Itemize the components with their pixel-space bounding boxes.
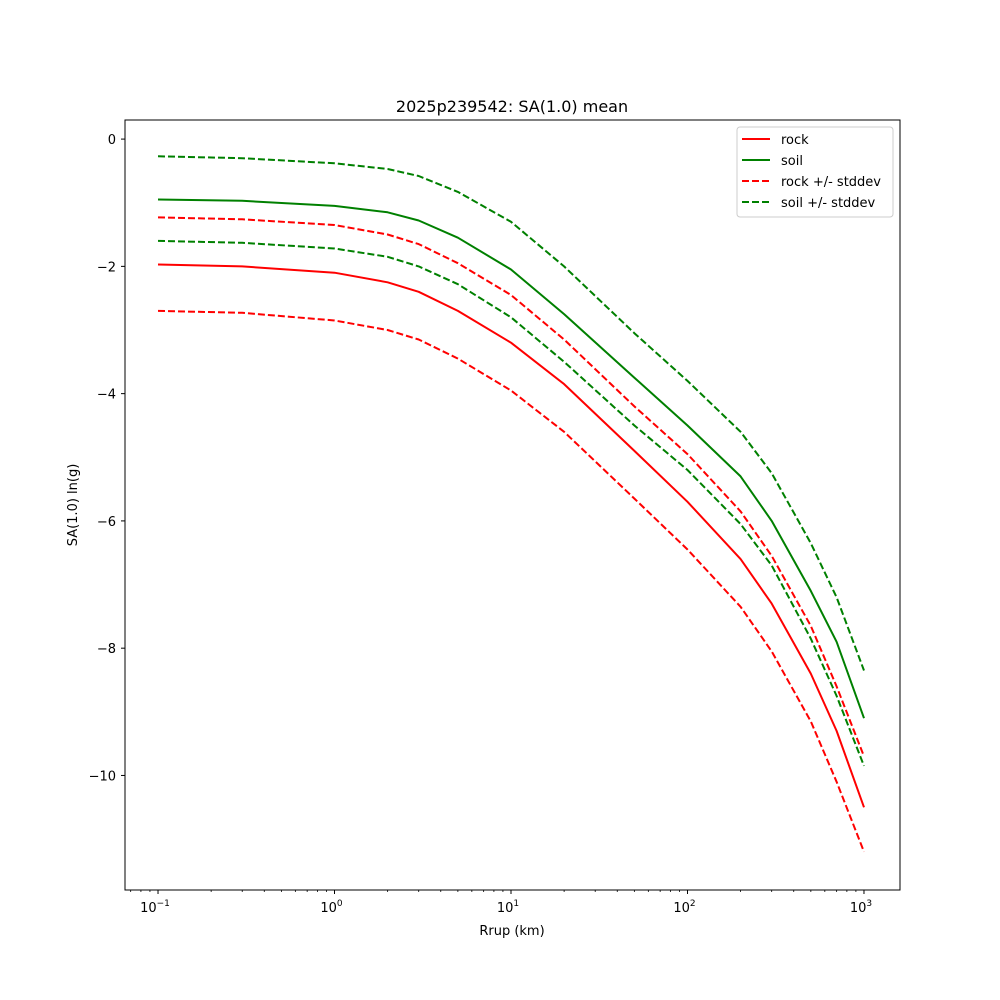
y-tick-label: −6 [97, 515, 116, 530]
x-tick-label: 101 [497, 899, 519, 916]
y-axis-ticks: 0 −2 −4 −6 −8 −10 [89, 133, 125, 784]
x-tick-label: 102 [673, 899, 695, 916]
legend-label: soil +/- stddev [781, 196, 876, 211]
legend-label: rock [781, 133, 809, 148]
y-tick-label: −4 [97, 388, 116, 403]
legend-label: rock +/- stddev [781, 175, 881, 190]
legend-label: soil [781, 154, 803, 169]
x-tick-label: 100 [320, 899, 343, 916]
legend-box [736, 126, 894, 218]
series-line-2 [157, 216, 865, 757]
series-layer [157, 155, 865, 853]
chart-title: 2025p239542: SA(1.0) mean [396, 97, 628, 116]
series-line-3 [157, 309, 865, 853]
series-line-5 [157, 239, 865, 767]
x-axis-ticks: 10−1 100 101 102 103 [130, 890, 872, 916]
series-line-1 [157, 198, 865, 719]
series-line-0 [157, 263, 865, 808]
x-tick-label: 103 [850, 899, 872, 916]
x-tick-label: 10−1 [140, 899, 170, 916]
x-axis-label: Rrup (km) [479, 924, 544, 939]
y-tick-label: −10 [89, 769, 116, 784]
plot-frame [124, 119, 901, 891]
series-line-4 [157, 155, 865, 671]
y-tick-label: 0 [108, 133, 116, 148]
y-axis-label: SA(1.0) ln(g) [66, 464, 81, 547]
y-tick-label: −8 [97, 642, 116, 657]
y-tick-label: −2 [97, 260, 116, 275]
legend: rock soil rock +/- stddev soil +/- stddev [736, 126, 894, 218]
